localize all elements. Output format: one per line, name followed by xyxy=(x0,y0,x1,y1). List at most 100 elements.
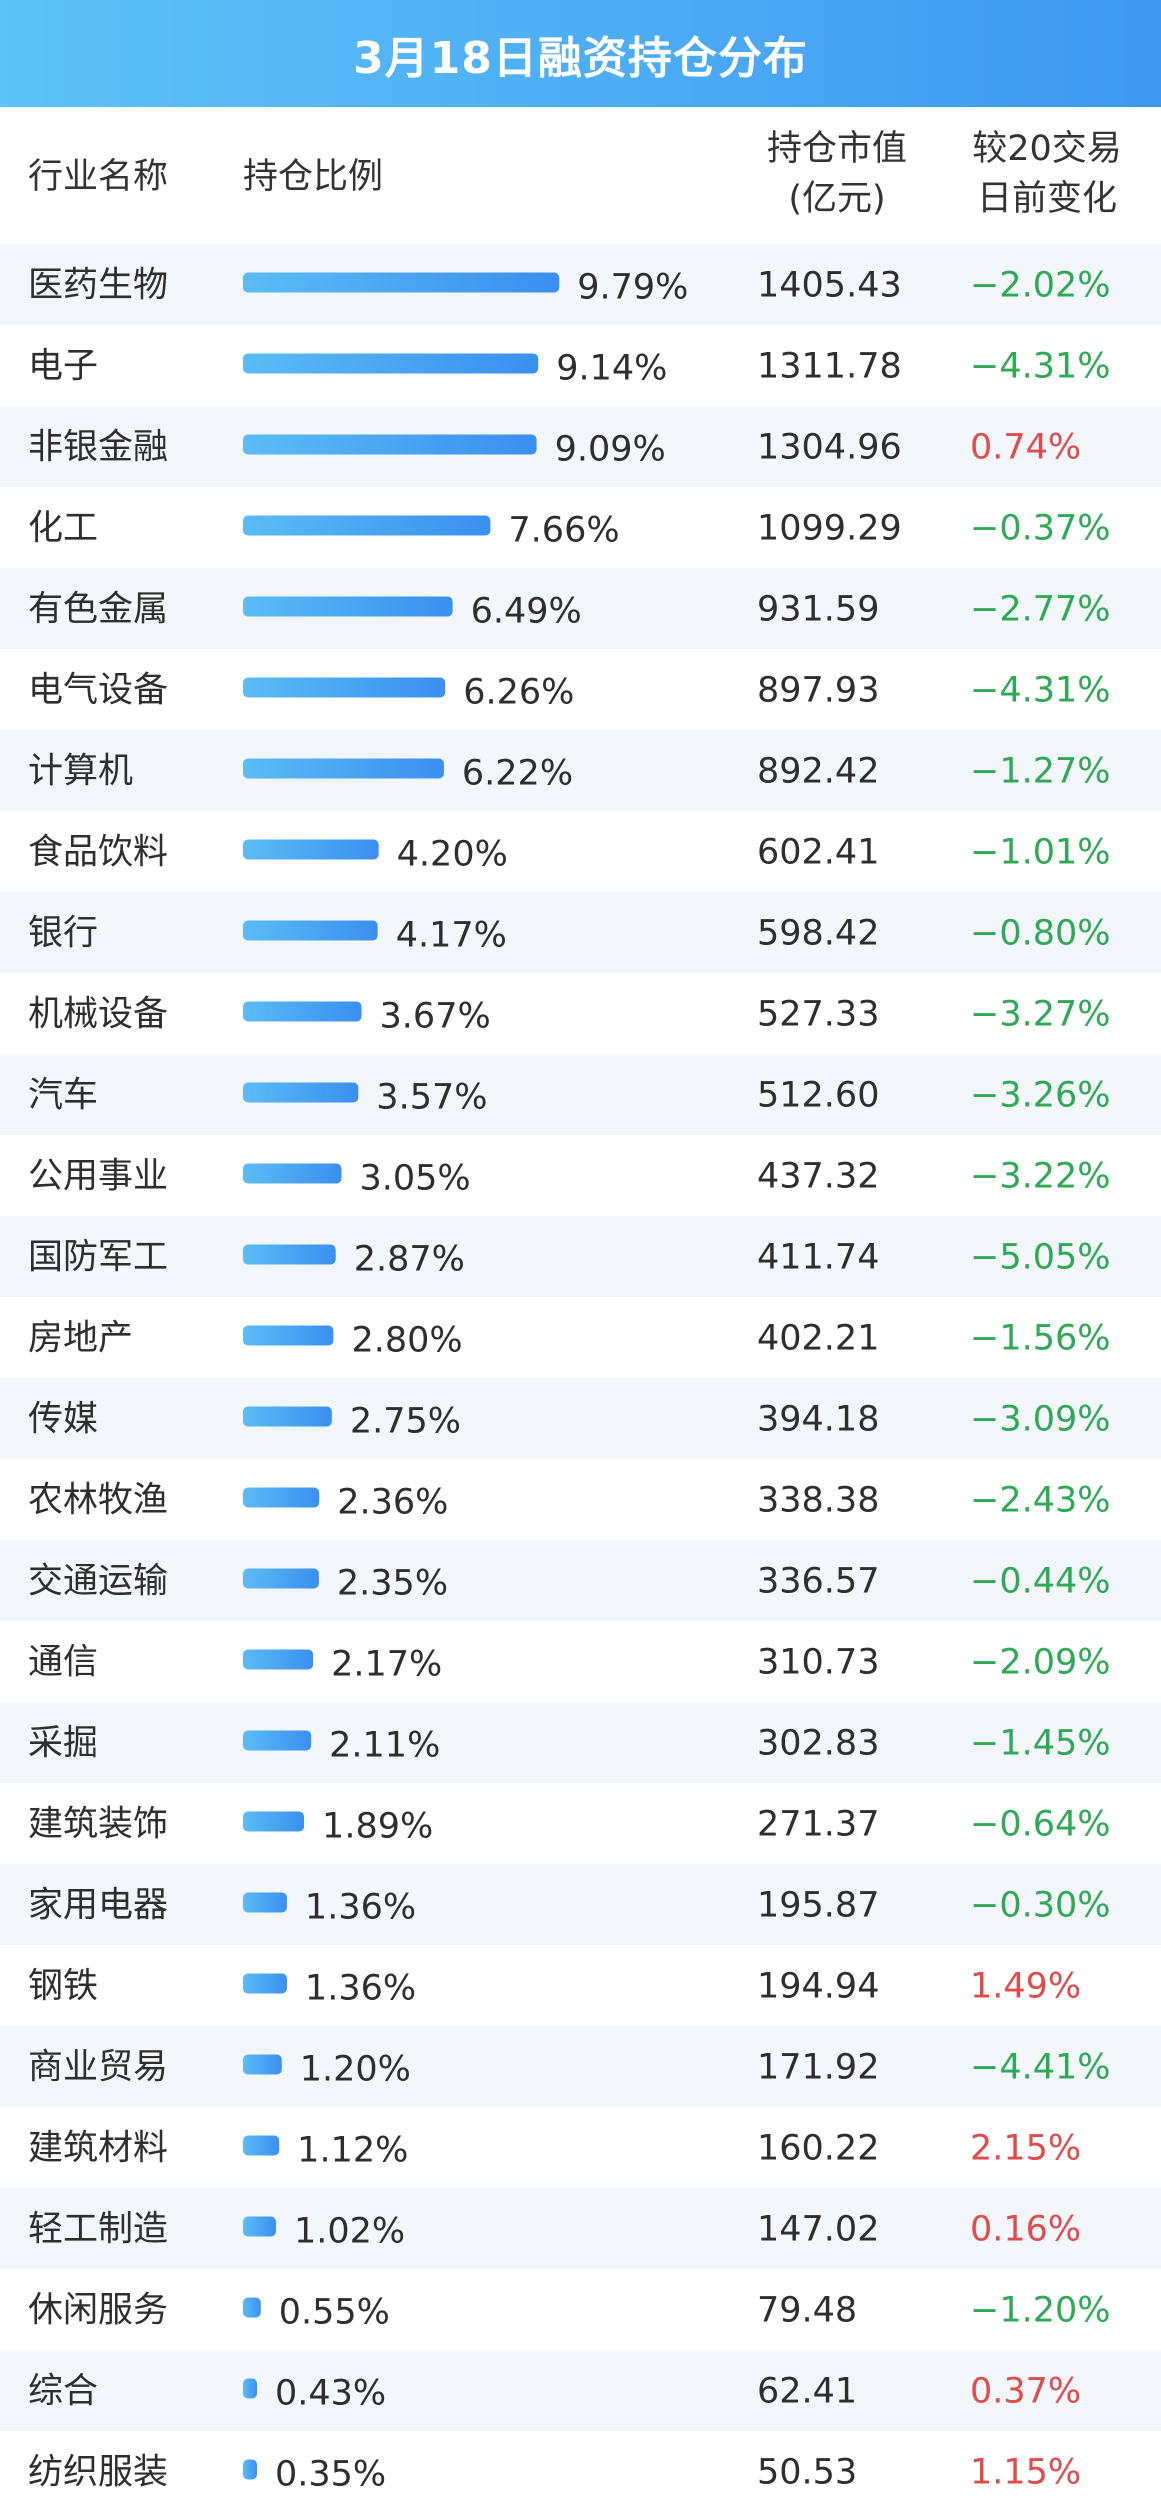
industry-name-label: 采掘 xyxy=(28,1724,98,1764)
ratio-data-label: 2.11% xyxy=(329,1726,440,1766)
table-row: 通信 2.17% 310.73 −2.09% xyxy=(28,1643,1111,1685)
row-background xyxy=(0,2026,1161,2107)
market-value-label: 147.02 xyxy=(757,2210,879,2250)
row-background xyxy=(0,568,1161,649)
ratio-bar xyxy=(243,1649,314,1670)
change-label: −1.27% xyxy=(970,752,1111,792)
table-row: 休闲服务 0.55% 79.48 −1.20% xyxy=(28,2291,1111,2333)
market-value-label: 402.21 xyxy=(757,1319,879,1359)
table-row: 食品饮料 4.20% 602.41 −1.01% xyxy=(28,833,1111,875)
market-value-label: 160.22 xyxy=(757,2129,879,2169)
market-value-label: 310.73 xyxy=(757,1643,879,1683)
change-label: −0.64% xyxy=(970,1805,1111,1845)
row-background xyxy=(0,1378,1161,1459)
industry-name-label: 电子 xyxy=(28,347,98,387)
table-row: 家用电器 1.36% 195.87 −0.30% xyxy=(0,1864,1161,1945)
ratio-data-label: 9.79% xyxy=(577,268,688,308)
ratio-bar xyxy=(243,596,453,617)
market-value-label: 931.59 xyxy=(757,590,879,630)
market-value-label: 1311.78 xyxy=(757,347,902,387)
industry-name-label: 休闲服务 xyxy=(28,2291,168,2331)
ratio-data-label: 2.87% xyxy=(354,1240,465,1280)
market-value-label: 1099.29 xyxy=(757,509,902,549)
industry-name-label: 轻工制造 xyxy=(28,2210,168,2250)
market-value-label: 598.42 xyxy=(757,914,879,954)
table-row: 电子 9.14% 1311.78 −4.31% xyxy=(28,347,1111,389)
table-row: 计算机 6.22% 892.42 −1.27% xyxy=(0,730,1161,811)
row-background xyxy=(0,1054,1161,1135)
ratio-data-label: 1.20% xyxy=(300,2050,411,2090)
change-label: −3.27% xyxy=(970,995,1111,1035)
industry-name-label: 汽车 xyxy=(28,1076,98,1116)
ratio-bar xyxy=(243,677,446,698)
change-label: −1.20% xyxy=(970,2291,1111,2331)
table-row: 交通运输 2.35% 336.57 −0.44% xyxy=(0,1540,1161,1621)
ratio-bar xyxy=(243,1973,287,1994)
market-value-label: 411.74 xyxy=(757,1238,879,1278)
row-background xyxy=(0,2350,1161,2431)
table-row: 建筑材料 1.12% 160.22 2.15% xyxy=(28,2129,1081,2171)
table-row: 农林牧渔 2.36% 338.38 −2.43% xyxy=(28,1481,1111,1523)
market-value-label: 892.42 xyxy=(757,752,879,792)
table-row: 医药生物 9.79% 1405.43 −2.02% xyxy=(0,244,1161,325)
row-background xyxy=(0,244,1161,325)
row-background xyxy=(0,406,1161,487)
change-label: 0.37% xyxy=(970,2372,1081,2412)
change-label: −2.09% xyxy=(970,1643,1111,1683)
ratio-data-label: 1.12% xyxy=(297,2131,408,2171)
ratio-data-label: 0.43% xyxy=(275,2374,386,2414)
table-row: 建筑装饰 1.89% 271.37 −0.64% xyxy=(28,1805,1111,1847)
industry-name-label: 公用事业 xyxy=(28,1157,168,1197)
ratio-data-label: 3.57% xyxy=(376,1078,487,1118)
market-value-label: 171.92 xyxy=(757,2048,879,2088)
ratio-data-label: 3.67% xyxy=(380,997,491,1037)
change-label: −5.05% xyxy=(970,1238,1111,1278)
industry-name-label: 机械设备 xyxy=(28,995,168,1035)
change-label: −4.41% xyxy=(970,2048,1111,2088)
ratio-data-label: 9.09% xyxy=(555,430,666,470)
ratio-bar xyxy=(243,2135,280,2156)
change-label: −1.01% xyxy=(970,833,1111,873)
row-background xyxy=(0,1216,1161,1297)
market-value-label: 62.41 xyxy=(757,2372,857,2412)
ratio-data-label: 6.22% xyxy=(462,754,573,794)
change-label: −0.37% xyxy=(970,509,1111,549)
row-background xyxy=(0,1702,1161,1783)
industry-name-label: 有色金属 xyxy=(28,590,168,630)
ratio-bar xyxy=(243,2297,261,2318)
table-row: 综合 0.43% 62.41 0.37% xyxy=(0,2350,1161,2431)
ratio-data-label: 1.02% xyxy=(294,2212,405,2252)
industry-name-label: 交通运输 xyxy=(28,1562,168,1602)
change-label: −4.31% xyxy=(970,671,1111,711)
market-value-label: 194.94 xyxy=(757,1967,879,2007)
ratio-bar xyxy=(243,1082,359,1103)
row-background xyxy=(0,2188,1161,2269)
ratio-bar xyxy=(243,839,379,860)
ratio-bar xyxy=(243,1406,332,1427)
market-value-label: 394.18 xyxy=(757,1400,879,1440)
market-value-label: 336.57 xyxy=(757,1562,879,1602)
ratio-bar xyxy=(243,1244,336,1265)
industry-name-label: 纺织服装 xyxy=(28,2453,168,2493)
ratio-bar xyxy=(243,434,537,455)
change-label: −0.80% xyxy=(970,914,1111,954)
market-value-label: 437.32 xyxy=(757,1157,879,1197)
ratio-data-label: 2.80% xyxy=(351,1321,462,1361)
industry-name-label: 农林牧渔 xyxy=(28,1481,168,1521)
table-row: 国防军工 2.87% 411.74 −5.05% xyxy=(0,1216,1161,1297)
table-row: 机械设备 3.67% 527.33 −3.27% xyxy=(28,995,1111,1037)
ratio-bar xyxy=(243,758,444,779)
change-label: −3.09% xyxy=(970,1400,1111,1440)
industry-name-label: 商业贸易 xyxy=(28,2048,168,2088)
ratio-data-label: 1.89% xyxy=(322,1807,433,1847)
table-row: 银行 4.17% 598.42 −0.80% xyxy=(0,892,1161,973)
change-label: −1.56% xyxy=(970,1319,1111,1359)
row-background xyxy=(0,1864,1161,1945)
table-row: 非银金融 9.09% 1304.96 0.74% xyxy=(0,406,1161,487)
market-value-label: 271.37 xyxy=(757,1805,879,1845)
change-label: −2.77% xyxy=(970,590,1111,630)
row-background xyxy=(0,892,1161,973)
table-row: 纺织服装 0.35% 50.53 1.15% xyxy=(28,2453,1081,2495)
market-value-label: 302.83 xyxy=(757,1724,879,1764)
industry-name-label: 非银金融 xyxy=(28,428,168,468)
